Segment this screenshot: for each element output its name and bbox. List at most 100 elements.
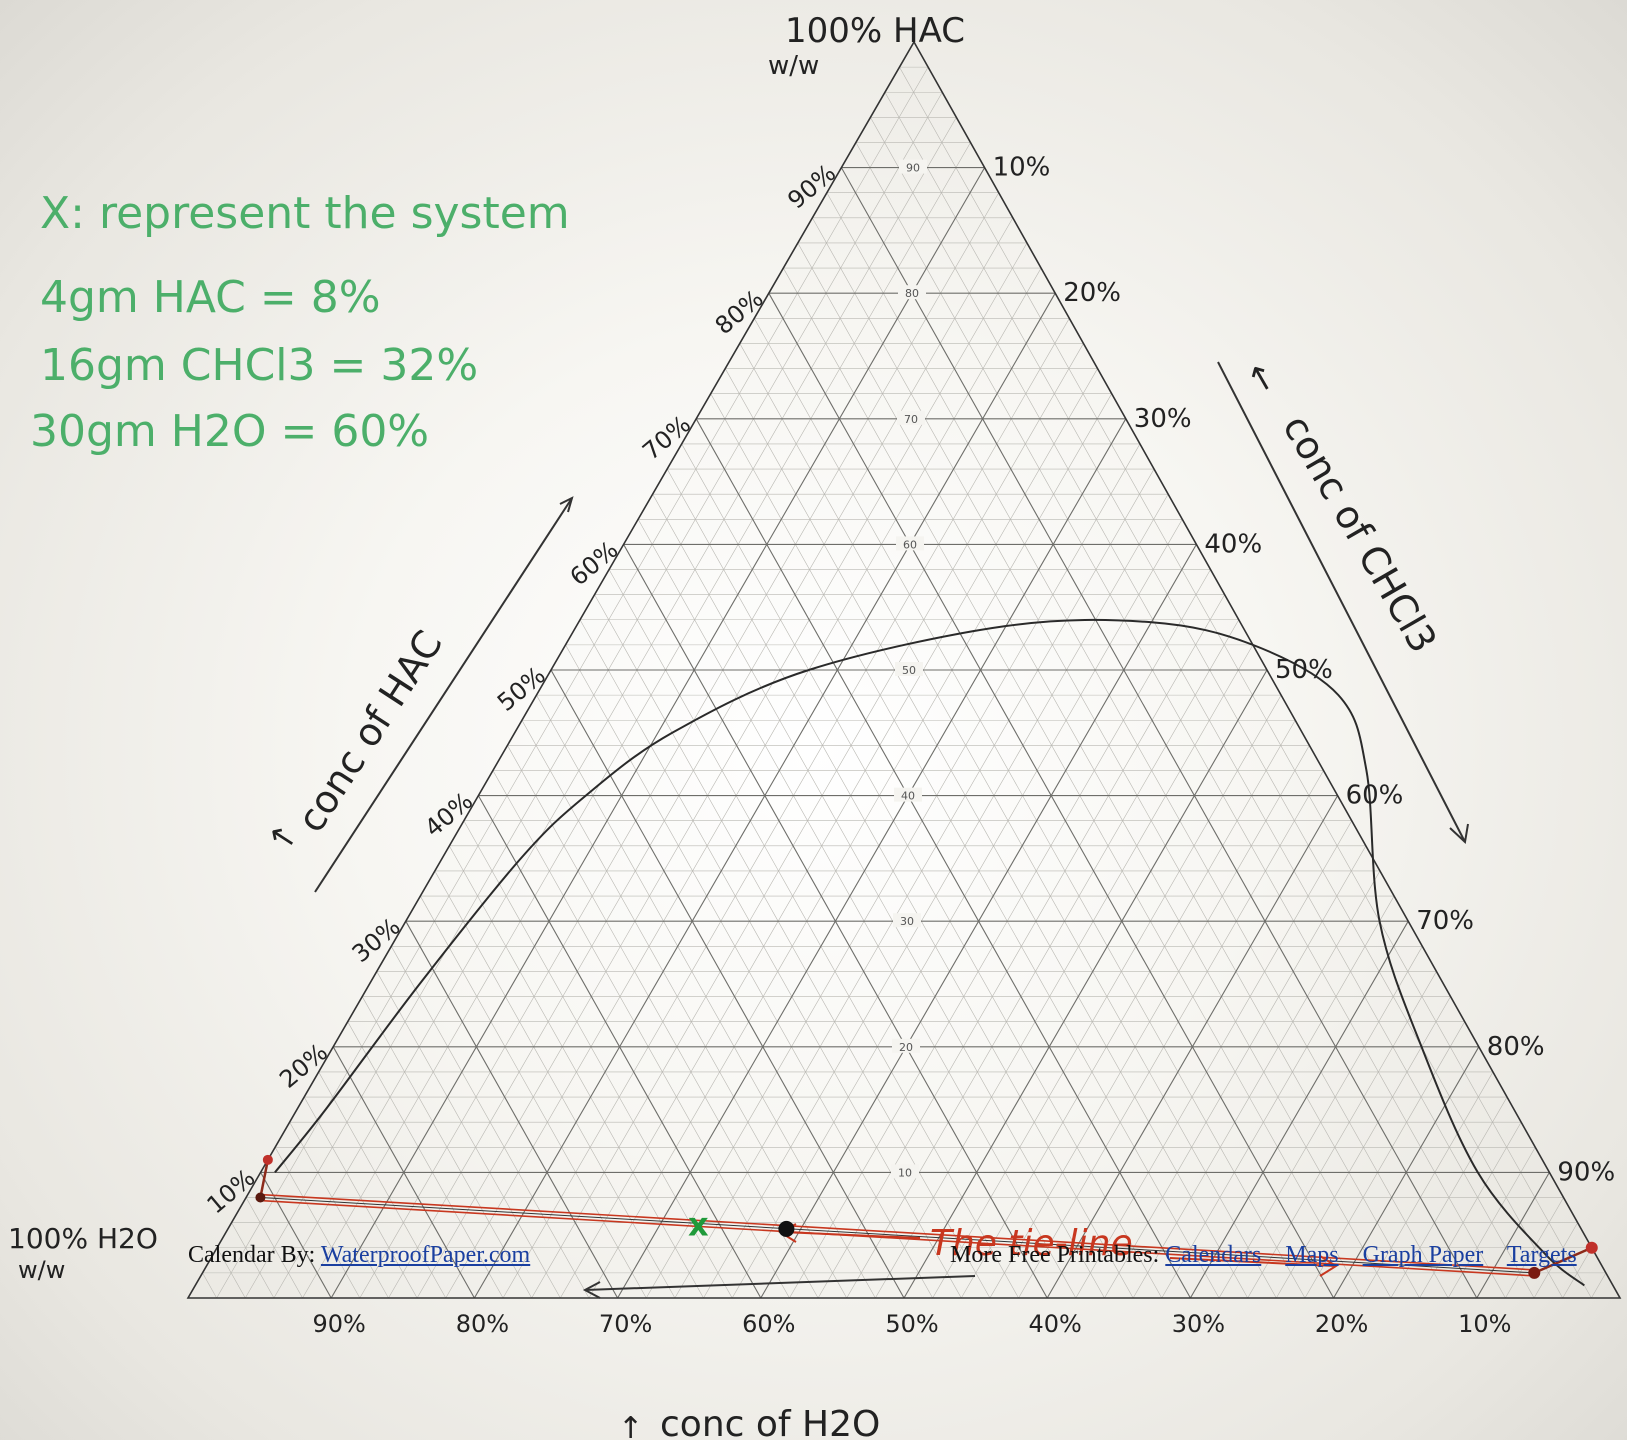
grid-line-minor xyxy=(560,368,1098,1299)
tie-label-arrow-right xyxy=(1169,1257,1336,1267)
bottom-left-vertex-sublabel: w/w xyxy=(18,1256,65,1284)
footer-link-targets[interactable]: Targets xyxy=(1506,1242,1577,1268)
grid-line-minor xyxy=(1218,946,1423,1299)
grid-line-minor xyxy=(870,117,1535,1299)
grid-line-minor xyxy=(754,318,1306,1299)
grid-line-minor xyxy=(507,745,819,1299)
bottom-edge-label: 20% xyxy=(1315,1310,1368,1338)
grid-line-minor xyxy=(703,494,1169,1299)
notes-line-3: 30gm H2O = 60% xyxy=(30,406,429,457)
system-x-marker: x xyxy=(688,1206,709,1244)
bottom-edge-label: 40% xyxy=(1029,1310,1082,1338)
grid-tick-label: 40 xyxy=(901,790,915,803)
grid-line-minor xyxy=(1018,770,1324,1299)
left-end-point xyxy=(262,1154,273,1165)
top-vertex-label: 100% HAC xyxy=(785,11,965,51)
right-edge-label: 60% xyxy=(1346,781,1404,811)
right-edge-label: 40% xyxy=(1204,529,1262,559)
grid-line-major xyxy=(260,1172,332,1299)
top-vertex-sublabel: w/w xyxy=(768,51,819,81)
grid-tick-label: 60 xyxy=(903,538,917,551)
footer-printables: More Free Printables: Calendars Maps Gra… xyxy=(950,1242,1595,1269)
grid-tick-bg xyxy=(898,285,926,300)
footer-link-calendars[interactable]: Calendars xyxy=(1165,1242,1262,1268)
left-edge-label: 20% xyxy=(274,1038,333,1094)
grid-tick-label: 50 xyxy=(902,664,916,677)
tie-line-lower xyxy=(260,1199,1535,1277)
footer-credit: Calendar By: WaterproofPaper.com xyxy=(188,1242,548,1269)
right-edge-label: 80% xyxy=(1487,1032,1545,1062)
raffinate-point xyxy=(255,1192,266,1203)
grid-line-minor xyxy=(347,1021,504,1299)
grid-line-minor xyxy=(1591,1272,1607,1299)
grid-line-minor xyxy=(875,644,1254,1299)
grid-line-minor xyxy=(492,770,790,1299)
grid-line-minor xyxy=(245,1197,303,1299)
footer-link-maps[interactable]: Maps xyxy=(1285,1242,1339,1268)
grid-line-major xyxy=(1333,1046,1480,1299)
grid-line-major xyxy=(550,669,905,1299)
right-axis-title-text: conc of CHCl3 xyxy=(1274,408,1445,661)
grid-line-major xyxy=(1476,1172,1550,1299)
grid-line-minor xyxy=(303,1096,418,1299)
tie-end-left-segment xyxy=(259,1159,270,1198)
grid-line-minor xyxy=(376,971,561,1299)
footer-link-graph-paper[interactable]: Graph Paper xyxy=(1362,1242,1484,1268)
left-edge-label: 10% xyxy=(202,1164,261,1220)
grid-tick-label: 10 xyxy=(898,1166,912,1179)
grid-line-major xyxy=(695,418,1191,1299)
grid-line-minor xyxy=(652,494,1105,1299)
right-end-point xyxy=(1585,1241,1598,1254)
bottom-edge-label: 60% xyxy=(742,1310,795,1338)
tie-line-core xyxy=(260,1197,1535,1274)
bottom-edge-label: 30% xyxy=(1172,1310,1225,1338)
grid-line-minor xyxy=(420,895,647,1299)
grid-line-minor xyxy=(989,745,1310,1299)
notes-line-1: 4gm HAC = 8% xyxy=(40,272,381,323)
grid-tick-bg xyxy=(894,787,922,802)
grid-line-major xyxy=(903,669,1268,1299)
grid-line-minor xyxy=(817,594,1225,1299)
grid-line-minor xyxy=(565,644,933,1299)
grid-line-major xyxy=(840,167,1478,1299)
grid-tick-labels: 10 20 30 40 50 60 70 80 90 xyxy=(891,159,927,1179)
grid-line-minor xyxy=(273,117,957,1299)
triangle-outline xyxy=(186,40,1622,1299)
grid-line-major xyxy=(1046,795,1339,1299)
grid-line-minor xyxy=(724,368,1248,1299)
grid-line-minor xyxy=(789,569,1211,1299)
tie-line-midpoint xyxy=(778,1220,795,1237)
grid-line-minor xyxy=(1132,870,1381,1299)
tie-line: The tie-line xyxy=(259,1159,1593,1277)
grid-line-major xyxy=(1189,920,1409,1299)
grid-line-minor xyxy=(463,820,733,1299)
grid-tick-label: 90 xyxy=(906,162,920,175)
binodal-curve xyxy=(274,618,1585,1287)
grid-line-major xyxy=(477,795,762,1299)
grid-line-minor xyxy=(594,594,991,1299)
grid-line-minor xyxy=(1304,1021,1465,1299)
bottom-edge-label: 50% xyxy=(885,1310,938,1338)
bottom-axis-title: ↑ conc of H2O xyxy=(582,1275,976,1440)
grid-line-major xyxy=(405,920,619,1299)
grid-line-minor xyxy=(521,720,847,1299)
right-edge-label: 10% xyxy=(993,153,1051,183)
bottom-axis-arrow-glyph: ↑ xyxy=(618,1411,643,1440)
grid-tick-bg xyxy=(893,913,921,928)
grid-line-minor xyxy=(216,66,929,1299)
left-edge-label: 30% xyxy=(347,912,406,968)
left-edge-label: 80% xyxy=(710,284,769,340)
footer-credit-text: Calendar By: xyxy=(188,1242,316,1268)
grid-line-minor xyxy=(1390,1096,1508,1299)
grid-tick-bg xyxy=(895,662,923,676)
grid-line-minor xyxy=(961,720,1296,1299)
footer-link-waterproofpaper[interactable]: WaterproofPaper.com xyxy=(320,1242,531,1268)
notes-line-2: 16gm CHCl3 = 32% xyxy=(40,340,478,391)
grid-line-minor xyxy=(731,519,1183,1299)
grid-line-minor xyxy=(846,619,1240,1299)
right-axis-arrow-glyph: ↑ xyxy=(1240,355,1285,404)
grid-line-minor xyxy=(391,946,590,1299)
grid-tick-bg xyxy=(899,159,927,174)
grid-line-minor xyxy=(674,468,1155,1299)
right-edge-label: 30% xyxy=(1134,404,1192,434)
